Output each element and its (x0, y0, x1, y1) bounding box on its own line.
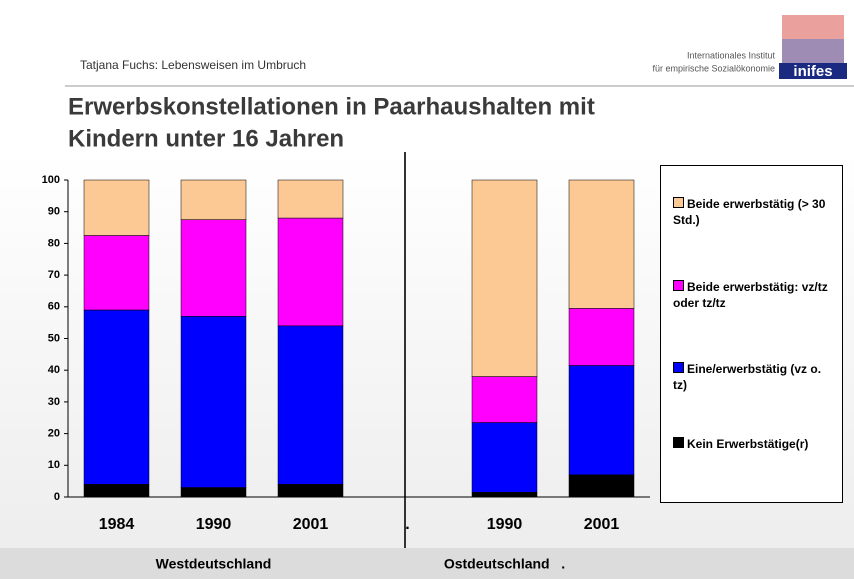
header-institute: für empirische Sozialökonomie (652, 63, 775, 73)
x-tick-label: 2001 (293, 516, 329, 533)
bar-segment (568, 365, 635, 476)
y-tick-label: 100 (42, 174, 60, 186)
legend: Kein Erwerbstätige(r) Eine/erwerbstätig (… (660, 165, 843, 503)
y-tick-label: 40 (48, 364, 60, 376)
x-tick-label: 2001 (584, 516, 620, 533)
y-tick-label: 70 (48, 269, 60, 281)
bar-segment (471, 179, 538, 377)
bar-segment (83, 179, 150, 236)
y-tick-label: 20 (48, 428, 60, 440)
x-tick-label: 1990 (487, 516, 523, 533)
legend-label: Beide erwerbstätig: vz/tz oder tz/tz (673, 280, 828, 310)
bar-segment (568, 308, 635, 366)
bar-segment (568, 179, 635, 309)
bar-segment (180, 219, 247, 317)
y-tick-label: 50 (48, 332, 60, 344)
chart-title: Kindern unter 16 Jahren (68, 125, 344, 152)
legend-swatch (673, 362, 684, 373)
bar-segment (471, 491, 538, 498)
legend-swatch (673, 437, 684, 448)
footer-band (0, 548, 854, 579)
bar-segment (277, 179, 344, 219)
bar-segment (83, 484, 150, 498)
y-tick-label: 10 (48, 459, 60, 471)
y-tick-label: 30 (48, 396, 60, 408)
logo-text: inifes (793, 63, 832, 80)
y-tick-label: 0 (54, 491, 60, 503)
y-tick-label: 60 (48, 301, 60, 313)
x-tick-label: 1990 (196, 516, 232, 533)
y-tick-label: 80 (48, 237, 60, 249)
header-institute: Internationales Institut (687, 50, 776, 60)
bar-segment (471, 422, 538, 493)
legend-item: Kein Erwerbstätige(r) (673, 436, 833, 452)
chart-title: Erwerbskonstellationen in Paarhaushalten… (68, 93, 595, 120)
legend-item: Eine/erwerbstätig (vz o. tz) (673, 361, 833, 393)
group-label: Westdeutschland (156, 556, 272, 572)
bar-segment (180, 487, 247, 498)
group-label: Ostdeutschland . (444, 556, 565, 572)
bar-segment (83, 309, 150, 485)
bar-segment (568, 474, 635, 498)
bar-segment (83, 235, 150, 311)
bar-segment (180, 316, 247, 488)
legend-item: Beide erwerbstätig (> 30 Std.) (673, 196, 833, 228)
legend-label: Eine/erwerbstätig (vz o. tz) (673, 362, 822, 392)
legend-label: Kein Erwerbstätige(r) (687, 437, 809, 451)
legend-item: Beide erwerbstätig: vz/tz oder tz/tz (673, 279, 833, 311)
bar-segment (180, 179, 247, 220)
x-tick-label: 1984 (99, 516, 135, 533)
x-tick-label: . (405, 516, 409, 533)
header-author: Tatjana Fuchs: Lebensweisen im Umbruch (80, 58, 306, 72)
bar-segment (277, 484, 344, 498)
legend-swatch (673, 280, 684, 291)
legend-swatch (673, 197, 684, 208)
bar-segment (471, 376, 538, 423)
bar-segment (277, 217, 344, 327)
y-tick-label: 90 (48, 206, 60, 218)
legend-label: Beide erwerbstätig (> 30 Std.) (673, 197, 826, 227)
logo (779, 15, 847, 79)
bar-segment (277, 325, 344, 485)
